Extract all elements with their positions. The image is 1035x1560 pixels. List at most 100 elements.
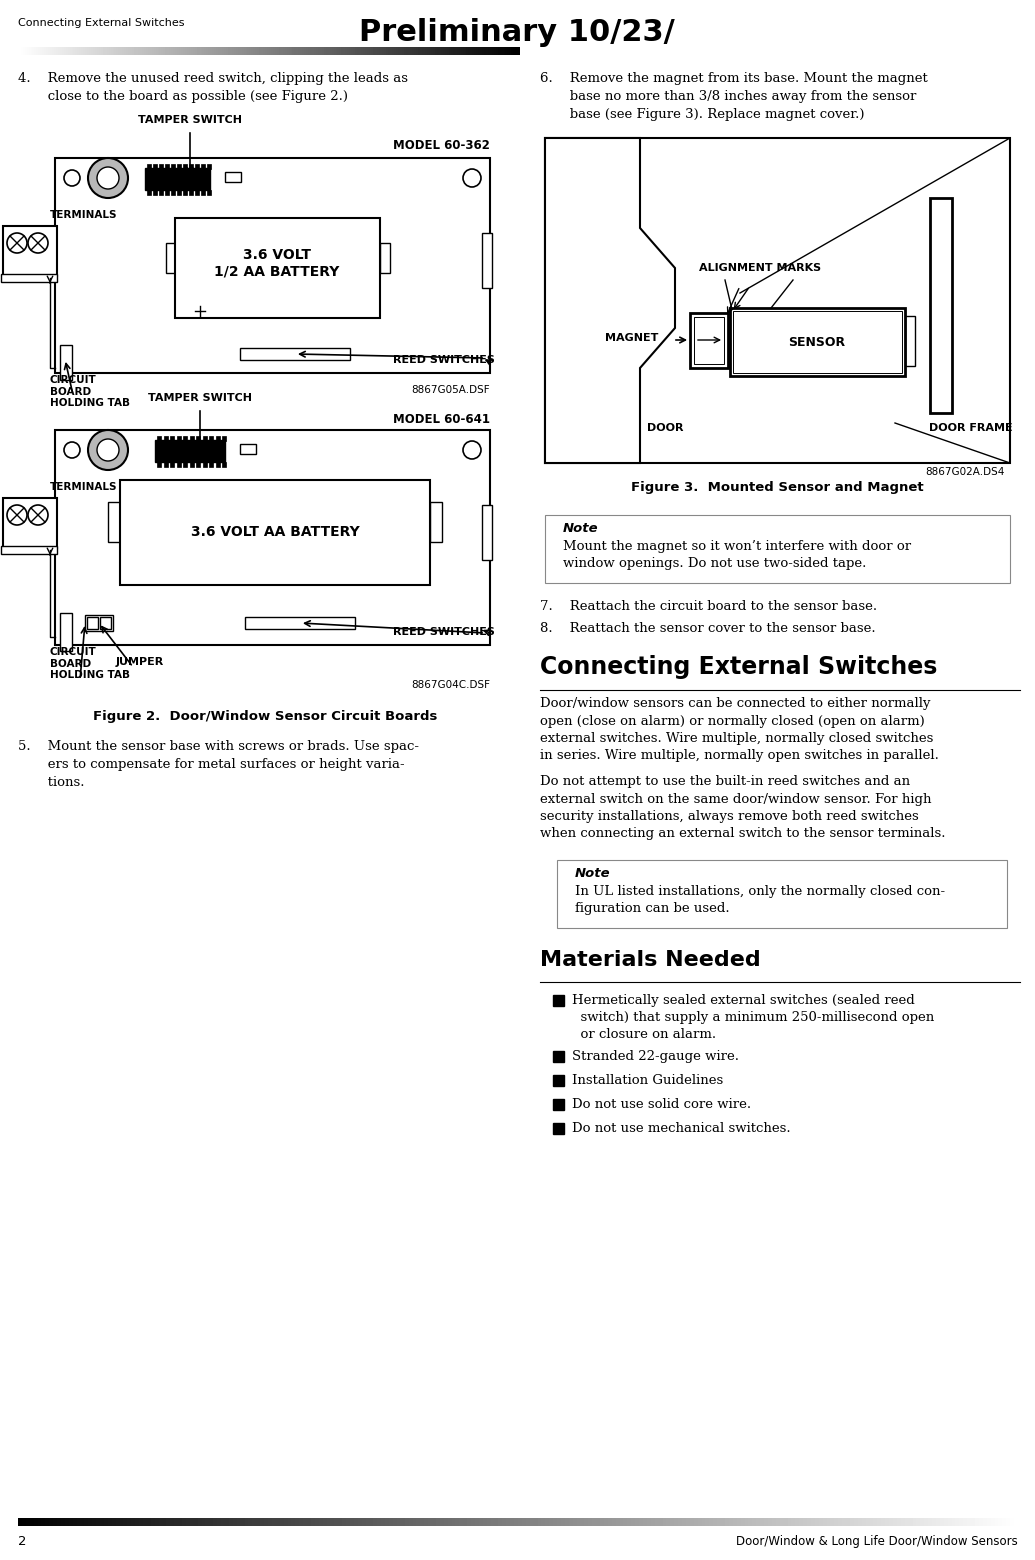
Circle shape [97,167,119,189]
Text: 2: 2 [18,1535,27,1548]
Bar [165,190,169,195]
Bar [164,435,168,441]
Text: SENSOR: SENSOR [789,335,846,348]
Bar [196,462,200,466]
Bar [195,164,199,168]
Bar [175,218,380,318]
Bar [203,435,207,441]
Bar [120,480,430,585]
Bar [482,505,492,560]
Bar [170,462,174,466]
Text: 8.    Reattach the sensor cover to the sensor base.: 8. Reattach the sensor cover to the sens… [540,622,876,635]
Text: 3.6 VOLT
1/2 AA BATTERY: 3.6 VOLT 1/2 AA BATTERY [214,248,339,278]
Bar [553,1098,564,1111]
Bar [201,164,205,168]
Text: 8867G02A.DS4: 8867G02A.DS4 [925,466,1005,477]
Bar [171,164,175,168]
Text: Mount the magnet so it won’t interfere with door or
window openings. Do not use : Mount the magnet so it won’t interfere w… [563,540,911,569]
Text: REED SWITCHES: REED SWITCHES [393,627,495,636]
Text: Door/window sensors can be connected to either normally
open (close on alarm) or: Door/window sensors can be connected to … [540,697,939,763]
Bar [189,435,194,441]
Text: ALIGNMENT MARKS: ALIGNMENT MARKS [699,264,821,273]
Text: Note: Note [575,867,611,880]
Text: CIRCUIT
BOARD
HOLDING TAB: CIRCUIT BOARD HOLDING TAB [50,647,130,680]
Bar [60,613,72,651]
Bar [225,172,241,183]
Bar [153,190,157,195]
Bar [3,498,57,548]
Text: close to the board as possible (see Figure 2.): close to the board as possible (see Figu… [18,90,348,103]
Circle shape [88,158,128,198]
Bar [55,158,490,373]
Bar [3,226,57,276]
Bar [183,190,187,195]
Bar [60,345,72,381]
Bar [189,190,193,195]
Bar [177,190,181,195]
Bar [55,431,490,644]
Bar [165,164,169,168]
Text: 5.    Mount the sensor base with screws or brads. Use spac-: 5. Mount the sensor base with screws or … [18,739,419,753]
Bar [545,137,1010,463]
Text: Connecting External Switches: Connecting External Switches [540,655,938,679]
Bar [170,435,174,441]
Bar [159,164,162,168]
Text: Preliminary 10/23/: Preliminary 10/23/ [359,19,675,47]
Bar [221,462,226,466]
Bar [240,445,256,454]
Bar [215,462,219,466]
Bar [87,618,98,629]
Bar [482,232,492,289]
Bar [157,435,161,441]
Bar [694,317,724,363]
Bar [207,164,211,168]
Text: Figure 3.  Mounted Sensor and Magnet: Figure 3. Mounted Sensor and Magnet [630,480,923,495]
Bar [1,275,57,282]
Circle shape [97,438,119,462]
Text: Do not attempt to use the built-in reed switches and an
external switch on the s: Do not attempt to use the built-in reed … [540,775,946,841]
Bar [177,462,180,466]
Circle shape [64,441,80,459]
Text: MODEL 60-362: MODEL 60-362 [393,139,490,151]
Bar [553,1123,564,1134]
Text: Hermetically sealed external switches (sealed reed
  switch) that supply a minim: Hermetically sealed external switches (s… [572,994,935,1041]
Text: REED SWITCHES: REED SWITCHES [393,356,495,365]
Text: Installation Guidelines: Installation Guidelines [572,1073,723,1087]
Bar [207,190,211,195]
Bar [157,462,161,466]
Bar [189,462,194,466]
Bar [690,314,728,368]
Text: 8867G05A.DSF: 8867G05A.DSF [411,385,490,395]
Bar [553,1051,564,1062]
Polygon shape [545,137,675,463]
Bar [245,618,355,629]
Bar [553,995,564,1006]
Bar [108,502,121,541]
Bar [203,462,207,466]
Text: DOOR: DOOR [647,423,683,434]
Bar [557,860,1007,928]
Text: Materials Needed: Materials Needed [540,950,761,970]
Text: JUMPER: JUMPER [116,657,165,668]
Text: TAMPER SWITCH: TAMPER SWITCH [148,393,252,402]
Bar [171,190,175,195]
Bar [183,462,187,466]
Bar [209,462,213,466]
Bar [240,348,350,360]
Text: MODEL 60-641: MODEL 60-641 [393,413,490,426]
Text: TERMINALS: TERMINALS [50,482,118,491]
Bar [153,164,157,168]
Bar [215,435,219,441]
Text: 3.6 VOLT AA BATTERY: 3.6 VOLT AA BATTERY [190,526,359,540]
Text: ers to compensate for metal surfaces or height varia-: ers to compensate for metal surfaces or … [18,758,405,771]
Text: Do not use mechanical switches.: Do not use mechanical switches. [572,1122,791,1136]
Circle shape [7,232,27,253]
Text: Door/Window & Long Life Door/Window Sensors: Door/Window & Long Life Door/Window Sens… [736,1535,1018,1548]
Text: TAMPER SWITCH: TAMPER SWITCH [138,115,242,125]
Bar [730,307,905,376]
Text: Note: Note [563,523,598,535]
Circle shape [28,232,48,253]
Text: Figure 2.  Door/Window Sensor Circuit Boards: Figure 2. Door/Window Sensor Circuit Boa… [93,710,437,722]
Text: Connecting External Switches: Connecting External Switches [18,19,184,28]
Circle shape [463,441,481,459]
